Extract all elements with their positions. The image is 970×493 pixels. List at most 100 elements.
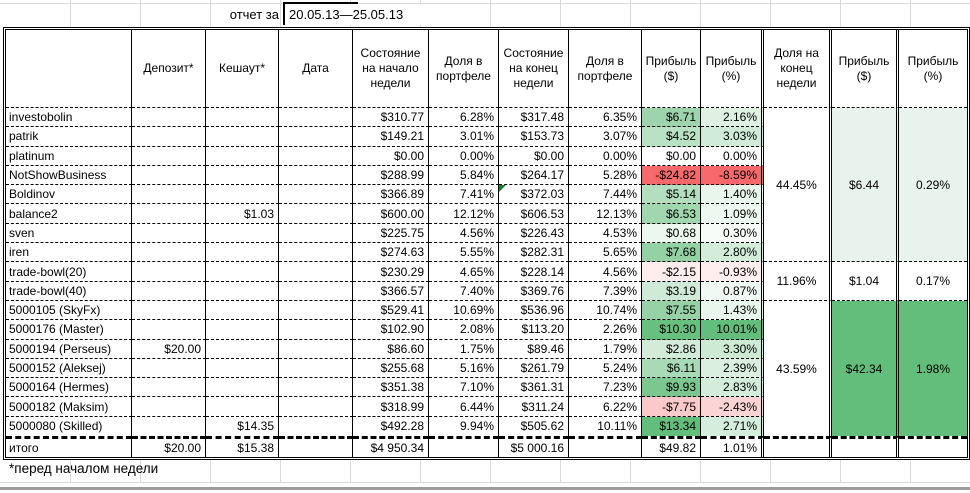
deposit-cell[interactable] bbox=[132, 320, 206, 340]
date-cell[interactable] bbox=[279, 146, 353, 166]
profit-cell[interactable]: -$24.82 bbox=[642, 165, 701, 186]
end-cell[interactable]: $606.53 bbox=[499, 204, 569, 224]
row-name-cell[interactable]: trade-bowl(20) bbox=[6, 262, 132, 282]
share_end-cell[interactable]: 7.44% bbox=[569, 185, 642, 205]
group-profit-pct-cell[interactable]: 1.98% bbox=[899, 300, 967, 437]
row-name-cell[interactable]: trade-bowl(40) bbox=[6, 281, 132, 301]
share_end-cell[interactable]: 6.22% bbox=[569, 397, 642, 417]
profit-cell[interactable]: $5.14 bbox=[642, 185, 701, 205]
date-cell[interactable] bbox=[279, 262, 353, 282]
share_start-cell[interactable]: 12.12% bbox=[429, 204, 499, 224]
share_start-cell[interactable]: 5.16% bbox=[429, 358, 499, 379]
end-cell[interactable]: $536.96 bbox=[499, 300, 569, 321]
profit_pct-cell[interactable]: -2.43% bbox=[701, 397, 764, 417]
cashout-cell[interactable] bbox=[206, 320, 279, 340]
date-cell[interactable] bbox=[279, 204, 353, 224]
column-header-profit_pct[interactable]: Прибыль (%) bbox=[701, 30, 764, 108]
start-cell[interactable]: $255.68 bbox=[353, 358, 429, 379]
deposit-cell[interactable] bbox=[132, 397, 206, 417]
deposit-cell[interactable] bbox=[132, 204, 206, 224]
row-name-cell[interactable]: NotShowBusiness bbox=[6, 165, 132, 186]
row-name-cell[interactable]: sven bbox=[6, 223, 132, 244]
start-cell[interactable]: $492.28 bbox=[353, 416, 429, 437]
group-share-cell[interactable]: 43.59% bbox=[764, 300, 832, 437]
cashout-cell[interactable] bbox=[206, 223, 279, 244]
share_start-cell[interactable]: 7.10% bbox=[429, 378, 499, 398]
deposit-cell[interactable] bbox=[132, 127, 206, 147]
date-cell[interactable] bbox=[279, 320, 353, 340]
cashout-cell[interactable] bbox=[206, 397, 279, 417]
column-header-week_start[interactable]: Состояние на начало недели bbox=[353, 30, 429, 108]
cashout-cell[interactable]: $14.35 bbox=[206, 416, 279, 437]
profit-cell[interactable]: $3.19 bbox=[642, 281, 701, 301]
total-week_end-cell[interactable]: $5 000.16 bbox=[499, 436, 569, 457]
profit_pct-cell[interactable]: 10.01% bbox=[701, 320, 764, 340]
deposit-cell[interactable] bbox=[132, 108, 206, 128]
row-name-cell[interactable]: 5000164 (Hermes) bbox=[6, 378, 132, 398]
cashout-cell[interactable] bbox=[206, 185, 279, 205]
share_start-cell[interactable]: 6.28% bbox=[429, 108, 499, 128]
profit-cell[interactable]: $7.55 bbox=[642, 300, 701, 321]
deposit-cell[interactable] bbox=[132, 281, 206, 301]
date-cell[interactable] bbox=[279, 339, 353, 359]
deposit-cell[interactable] bbox=[132, 185, 206, 205]
share_start-cell[interactable]: 0.00% bbox=[429, 146, 499, 166]
end-cell[interactable]: $505.62 bbox=[499, 416, 569, 437]
deposit-cell[interactable] bbox=[132, 165, 206, 186]
end-cell[interactable]: $317.48 bbox=[499, 108, 569, 128]
share_end-cell[interactable]: 7.39% bbox=[569, 281, 642, 301]
date-cell[interactable] bbox=[279, 378, 353, 398]
profit_pct-cell[interactable]: 3.30% bbox=[701, 339, 764, 359]
row-name-cell[interactable]: 5000080 (Skilled) bbox=[6, 416, 132, 437]
profit-cell[interactable]: $0.00 bbox=[642, 146, 701, 166]
column-header-share_end[interactable]: Доля в портфеле bbox=[569, 30, 642, 108]
share_start-cell[interactable]: 5.84% bbox=[429, 165, 499, 186]
share_end-cell[interactable]: 0.00% bbox=[569, 146, 642, 166]
total-date-cell[interactable] bbox=[279, 436, 353, 457]
profit_pct-cell[interactable]: 1.40% bbox=[701, 185, 764, 205]
share_end-cell[interactable]: 10.11% bbox=[569, 416, 642, 437]
row-name-cell[interactable]: 5000152 (Aleksej) bbox=[6, 358, 132, 379]
share_end-cell[interactable]: 4.56% bbox=[569, 262, 642, 282]
share_end-cell[interactable]: 6.35% bbox=[569, 108, 642, 128]
row-name-cell[interactable]: investobolin bbox=[6, 108, 132, 128]
profit-cell[interactable]: $0.68 bbox=[642, 223, 701, 244]
share_start-cell[interactable]: 5.55% bbox=[429, 243, 499, 263]
total-name-cell[interactable]: итого bbox=[6, 436, 132, 457]
share_start-cell[interactable]: 10.69% bbox=[429, 300, 499, 321]
date-cell[interactable] bbox=[279, 300, 353, 321]
start-cell[interactable]: $366.57 bbox=[353, 281, 429, 301]
report-period-cell[interactable]: 20.05.13—25.05.13 bbox=[283, 4, 430, 25]
date-cell[interactable] bbox=[279, 281, 353, 301]
share_start-cell[interactable]: 4.56% bbox=[429, 223, 499, 244]
date-cell[interactable] bbox=[279, 127, 353, 147]
share_end-cell[interactable]: 5.65% bbox=[569, 243, 642, 263]
group-profit-usd-cell[interactable]: $6.44 bbox=[832, 108, 899, 263]
group-share-cell[interactable]: 44.45% bbox=[764, 108, 832, 263]
profit_pct-cell[interactable]: 1.43% bbox=[701, 300, 764, 321]
deposit-cell[interactable] bbox=[132, 262, 206, 282]
start-cell[interactable]: $0.00 bbox=[353, 146, 429, 166]
cashout-cell[interactable] bbox=[206, 358, 279, 379]
row-name-cell[interactable]: 5000176 (Master) bbox=[6, 320, 132, 340]
row-name-cell[interactable]: platinum bbox=[6, 146, 132, 166]
end-cell[interactable]: $282.31 bbox=[499, 243, 569, 263]
profit-cell[interactable]: $7.68 bbox=[642, 243, 701, 263]
share_start-cell[interactable]: 9.94% bbox=[429, 416, 499, 437]
profit_pct-cell[interactable]: 2.80% bbox=[701, 243, 764, 263]
total-group_profit_pct-cell[interactable] bbox=[899, 436, 967, 457]
row-name-cell[interactable]: patrik bbox=[6, 127, 132, 147]
start-cell[interactable]: $230.29 bbox=[353, 262, 429, 282]
cashout-cell[interactable]: $1.03 bbox=[206, 204, 279, 224]
deposit-cell[interactable] bbox=[132, 358, 206, 379]
end-cell[interactable]: $228.14 bbox=[499, 262, 569, 282]
cashout-cell[interactable] bbox=[206, 281, 279, 301]
end-cell[interactable]: $361.31 bbox=[499, 378, 569, 398]
profit_pct-cell[interactable]: 0.30% bbox=[701, 223, 764, 244]
share_end-cell[interactable]: 1.79% bbox=[569, 339, 642, 359]
row-name-cell[interactable]: balance2 bbox=[6, 204, 132, 224]
cashout-cell[interactable] bbox=[206, 127, 279, 147]
share_end-cell[interactable]: 4.53% bbox=[569, 223, 642, 244]
profit-cell[interactable]: $4.52 bbox=[642, 127, 701, 147]
cashout-cell[interactable] bbox=[206, 378, 279, 398]
